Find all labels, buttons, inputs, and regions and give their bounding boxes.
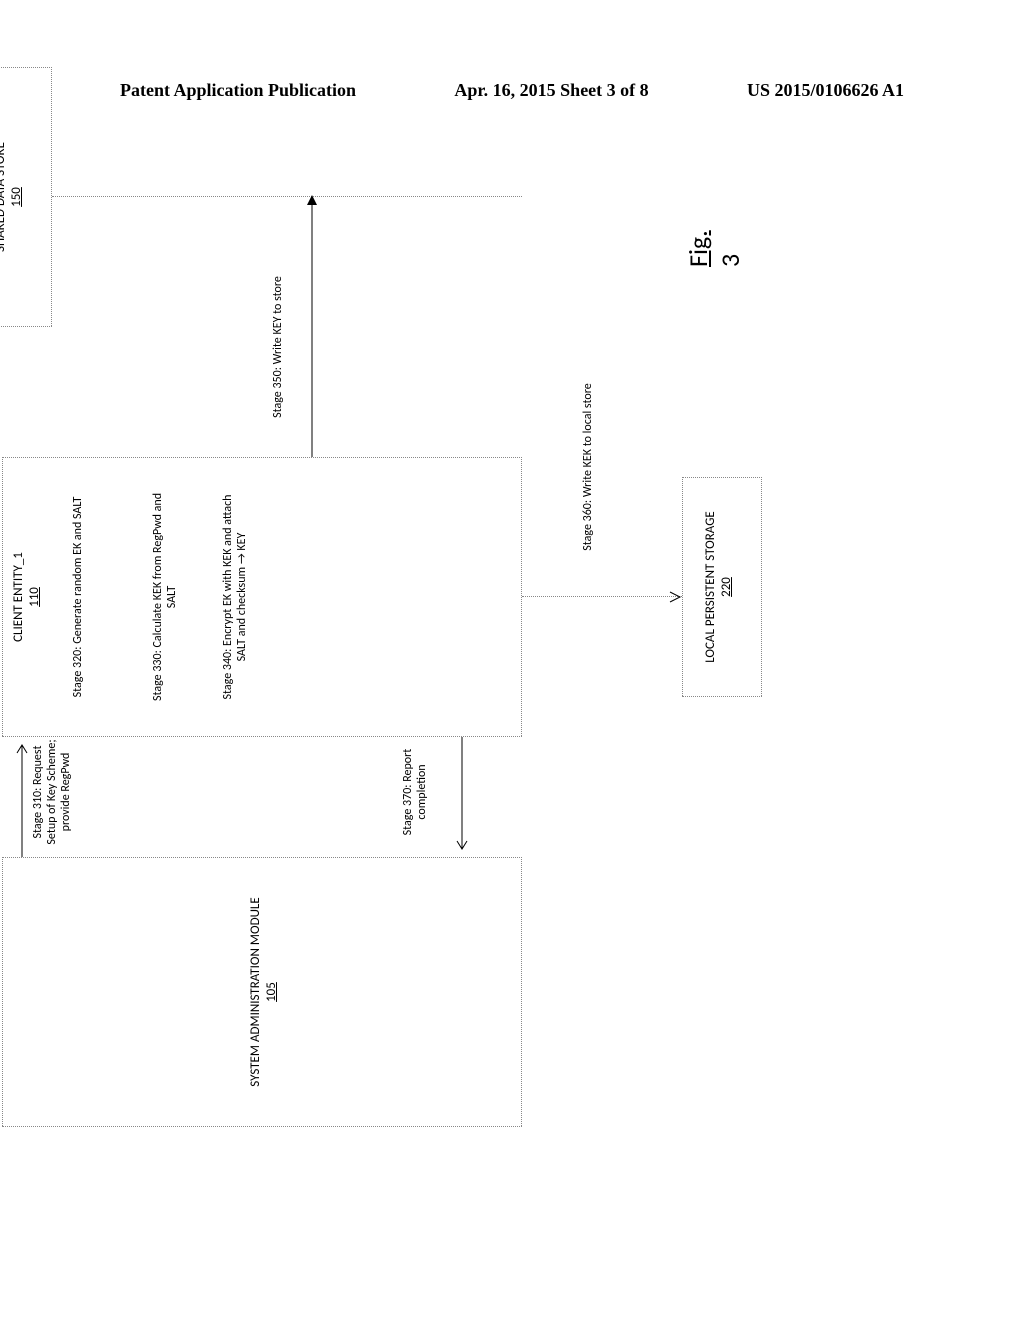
arrow-370	[456, 737, 468, 857]
stage-360: Stage 360: Write KEK to local store	[582, 367, 596, 567]
box-store: SHARED DATA STORE 150	[0, 67, 52, 327]
stage-370: Stage 370: Report completion	[402, 732, 430, 852]
stage-320: Stage 320: Generate random EK and SALT	[72, 487, 86, 707]
box-local: LOCAL PERSISTENT STORAGE 220	[682, 477, 762, 697]
header-right: US 2015/0106626 A1	[747, 80, 904, 101]
header-center: Apr. 16, 2015 Sheet 3 of 8	[454, 80, 648, 101]
box-sysadmin: SYSTEM ADMINISTRATION MODULE 105	[2, 857, 522, 1127]
figure-label: Fig. 3	[682, 230, 746, 267]
arrow-360	[668, 591, 684, 603]
lifeline-store	[52, 196, 522, 197]
box-sysadmin-label: SYSTEM ADMINISTRATION MODULE 105	[244, 897, 281, 1086]
page-header: Patent Application Publication Apr. 16, …	[0, 80, 1024, 101]
header-left: Patent Application Publication	[120, 80, 356, 101]
box-client-label: CLIENT ENTITY_1 110	[7, 458, 44, 736]
diagram-area: Setup of the Key Scheme SYSTEM ADMINISTR…	[0, 263, 1024, 1127]
box-store-label: SHARED DATA STORE 150	[0, 68, 26, 326]
stage-340: Stage 340: Encrypt EK with KEK and attac…	[222, 487, 250, 707]
arrow-310	[16, 737, 28, 857]
stage-350: Stage 350: Write KEY to store	[272, 247, 286, 447]
stage-330: Stage 330: Calculate KEK from RegPwd and…	[152, 487, 180, 707]
stage-310: Stage 310: Request Setup of Key Scheme; …	[32, 732, 73, 852]
box-local-label: LOCAL PERSISTENT STORAGE 220	[699, 478, 736, 696]
lifeline-client-local	[522, 596, 682, 597]
arrow-350	[306, 195, 318, 457]
